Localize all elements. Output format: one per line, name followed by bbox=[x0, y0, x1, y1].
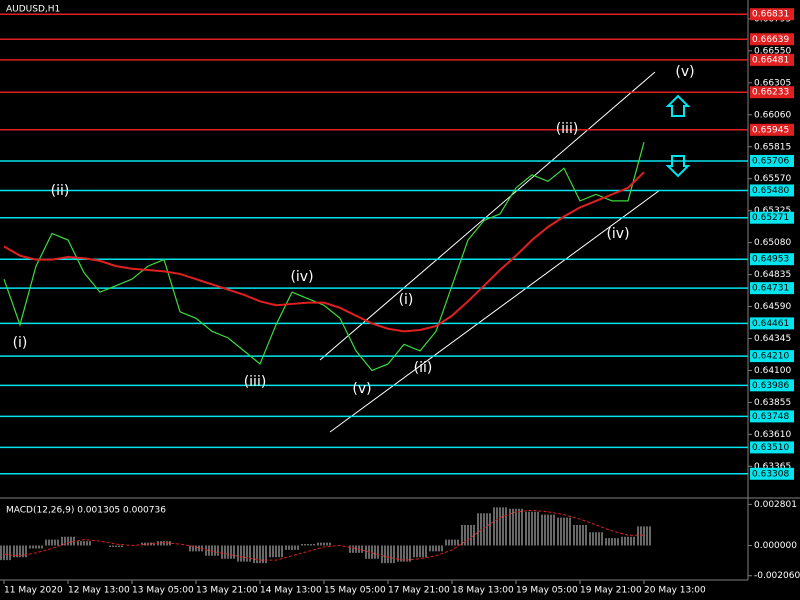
y-tick-label: 0.65325 bbox=[754, 206, 791, 216]
level-label: 0.65271 bbox=[752, 213, 789, 223]
level-label: 0.63308 bbox=[752, 469, 789, 479]
y-tick-label: 0.000000 bbox=[754, 541, 797, 551]
y-tick-label: 0.64590 bbox=[754, 302, 791, 312]
level-label: 0.65945 bbox=[752, 125, 789, 135]
level-box bbox=[750, 317, 794, 330]
level-box bbox=[750, 467, 794, 480]
x-tick-label: 19 May 05:00 bbox=[516, 586, 578, 596]
y-tick-label: 0.64100 bbox=[754, 366, 791, 376]
level-box bbox=[750, 53, 794, 66]
wave-label: (iv) bbox=[290, 269, 313, 285]
x-tick-label: 12 May 13:00 bbox=[68, 586, 130, 596]
wave-label: (iv) bbox=[606, 226, 629, 242]
wave-label: (ii) bbox=[51, 183, 70, 199]
chart-title: AUDUSD,H1 bbox=[6, 5, 60, 15]
level-box bbox=[750, 379, 794, 392]
level-box bbox=[750, 86, 794, 99]
wave-label: (v) bbox=[352, 381, 371, 397]
level-label: 0.65480 bbox=[752, 186, 789, 196]
level-label: 0.64953 bbox=[752, 255, 789, 265]
level-label: 0.65706 bbox=[752, 156, 789, 166]
y-tick-label: 0.66305 bbox=[754, 78, 791, 88]
x-tick-label: 11 May 2020 bbox=[4, 586, 63, 596]
level-box bbox=[750, 350, 794, 363]
level-box bbox=[750, 211, 794, 224]
y-tick-label: 0.65815 bbox=[754, 142, 791, 152]
channel bbox=[319, 71, 661, 433]
level-label: 0.63510 bbox=[752, 443, 789, 453]
y-tick-label: 0.63610 bbox=[754, 430, 791, 440]
y-tick-label: -0.002060 bbox=[754, 571, 800, 581]
wave-label: (ii) bbox=[414, 360, 433, 376]
level-box bbox=[750, 253, 794, 266]
wave-label: (iii) bbox=[556, 121, 579, 137]
y-tick-label: 0.64345 bbox=[754, 334, 791, 344]
level-label: 0.66233 bbox=[752, 88, 789, 98]
level-label: 0.63986 bbox=[752, 381, 789, 391]
y-tick-label: 0.002801 bbox=[754, 500, 797, 510]
x-tick-label: 17 May 21:00 bbox=[388, 586, 450, 596]
price-line bbox=[3, 142, 645, 372]
x-tick-label: 13 May 21:00 bbox=[196, 586, 258, 596]
y-tick-label: 0.63855 bbox=[754, 398, 791, 408]
wave-label: (i) bbox=[13, 335, 28, 351]
y-tick-label: 0.66550 bbox=[754, 46, 791, 56]
level-box bbox=[750, 123, 794, 136]
level-label: 0.66831 bbox=[752, 10, 789, 20]
wave-label: (i) bbox=[399, 292, 414, 308]
level-label: 0.64731 bbox=[752, 284, 789, 294]
level-box bbox=[750, 410, 794, 423]
macd-title: MACD(12,26,9) 0.001305 0.000736 bbox=[6, 506, 166, 516]
arrows bbox=[665, 94, 691, 178]
level-label: 0.64210 bbox=[752, 352, 789, 362]
y-tick-label: 0.65080 bbox=[754, 238, 791, 248]
x-tick-label: 14 May 13:00 bbox=[260, 586, 322, 596]
level-box bbox=[750, 154, 794, 167]
level-box bbox=[750, 33, 794, 46]
level-box bbox=[750, 184, 794, 197]
wave-label: (v) bbox=[675, 64, 694, 80]
y-tick-label: 0.65570 bbox=[754, 174, 791, 184]
x-tick-label: 15 May 05:00 bbox=[324, 586, 386, 596]
level-label: 0.64461 bbox=[752, 319, 789, 329]
x-tick-label: 18 May 13:00 bbox=[452, 586, 514, 596]
y-tick-label: 0.64835 bbox=[754, 270, 791, 280]
moving-average bbox=[3, 171, 645, 333]
wave-label: (iii) bbox=[244, 374, 267, 390]
level-label: 0.66481 bbox=[752, 55, 789, 65]
level-label: 0.63748 bbox=[752, 412, 789, 422]
x-tick-label: 13 May 05:00 bbox=[132, 586, 194, 596]
y-tick-label: 0.66060 bbox=[754, 110, 791, 120]
level-box bbox=[750, 282, 794, 295]
macd-signal bbox=[3, 509, 644, 561]
x-tick-label: 20 May 13:00 bbox=[644, 586, 706, 596]
level-box bbox=[750, 441, 794, 454]
level-label: 0.66639 bbox=[752, 35, 789, 45]
x-tick-label: 19 May 21:00 bbox=[580, 586, 642, 596]
y-tick-label: 0.63365 bbox=[754, 462, 791, 472]
level-box bbox=[750, 8, 794, 21]
